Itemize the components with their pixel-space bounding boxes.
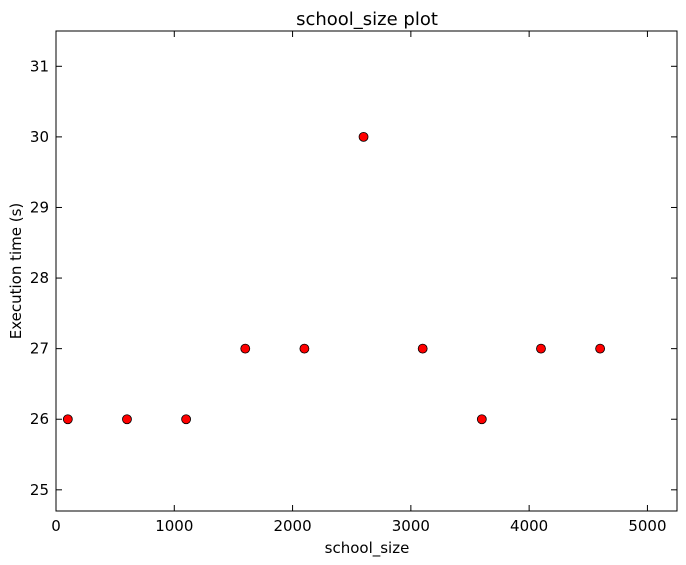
data-point: [181, 414, 192, 425]
y-tick-label: 30: [30, 128, 49, 146]
data-point: [417, 343, 428, 354]
y-tick-label: 25: [30, 481, 49, 499]
x-axis: 0 1000 2000 3000 4000 5000: [51, 31, 667, 535]
y-tick-label: 26: [30, 410, 49, 428]
data-point: [299, 343, 310, 354]
y-tick-label: 27: [30, 340, 49, 358]
x-tick-label: 0: [51, 517, 61, 535]
y-axis: 25 26 27 28 29 30 31: [30, 57, 677, 499]
chart-title: school_size plot: [296, 9, 438, 30]
x-tick-label: 2000: [273, 517, 311, 535]
y-tick-label: 28: [30, 269, 49, 287]
data-point: [476, 414, 487, 425]
y-tick-label: 29: [30, 198, 49, 216]
plot-frame: [55, 30, 678, 512]
data-point: [122, 414, 132, 425]
x-tick-label: 5000: [628, 517, 666, 535]
data-points: [62, 131, 606, 425]
x-tick-label: 3000: [392, 517, 430, 535]
y-tick-label: 31: [30, 57, 49, 75]
data-point: [536, 343, 546, 354]
x-tick-label: 4000: [510, 517, 548, 535]
y-axis-label: Execution time (s): [7, 203, 25, 340]
x-tick-label: 1000: [155, 517, 193, 535]
data-point: [595, 343, 606, 354]
data-point: [240, 343, 251, 354]
data-point: [358, 131, 369, 142]
data-point: [62, 414, 73, 425]
x-axis-label: school_size: [325, 539, 410, 558]
